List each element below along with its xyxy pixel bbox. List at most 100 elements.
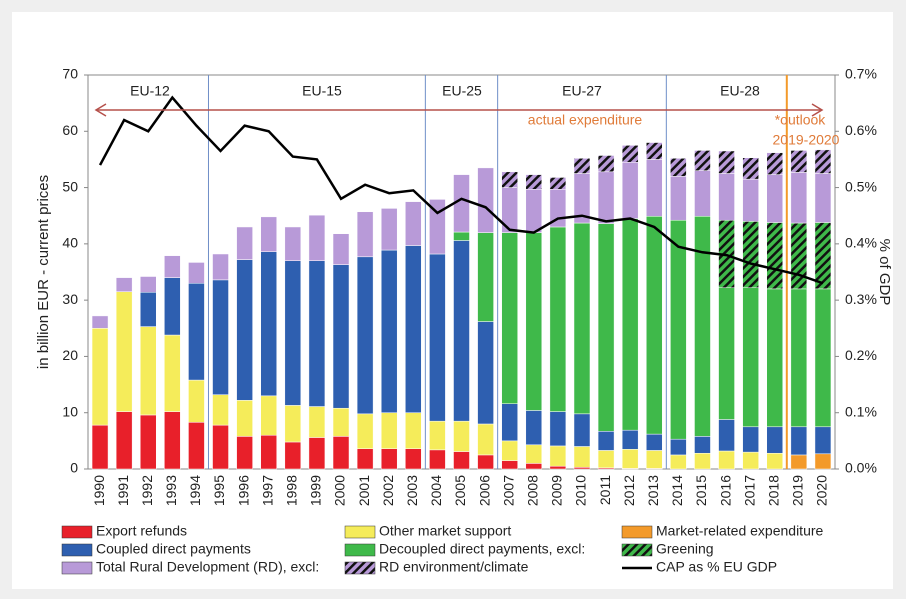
bar-segment (236, 259, 253, 401)
x-tick-label: 2007 (500, 475, 516, 506)
y2-tick-label: 0.2% (845, 347, 877, 363)
bar-segment (621, 145, 639, 163)
bar-segment (260, 434, 277, 470)
x-tick-label: 1993 (163, 475, 179, 506)
bar-segment (790, 454, 808, 470)
bar-segment (332, 436, 350, 470)
bar-segment (718, 419, 735, 452)
bar-segment (597, 431, 615, 451)
bar-segment (790, 150, 808, 173)
bar-segment (429, 449, 446, 470)
bar-segment (646, 433, 663, 451)
legend-label: Total Rural Development (RD), excl: (96, 559, 319, 575)
bar-segment (549, 445, 567, 467)
bar-segment (646, 450, 663, 469)
bar-segment (91, 424, 109, 470)
bar-segment (212, 253, 229, 281)
bar-segment (573, 413, 591, 447)
bar-segment (814, 173, 832, 223)
bar-segment (525, 232, 543, 411)
bar-segment (646, 142, 663, 160)
y-tick-label: 10 (62, 403, 78, 419)
bar-segment (115, 277, 133, 292)
bar-segment (236, 436, 253, 470)
bar-segment (164, 334, 181, 412)
x-tick-label: 1998 (284, 475, 300, 506)
x-tick-label: 2016 (717, 475, 733, 506)
x-tick-label: 2008 (524, 475, 540, 506)
bar-segment (212, 394, 229, 426)
bar-segment (670, 454, 687, 470)
legend-label: Decoupled direct payments, excl: (379, 541, 585, 557)
legend-swatch (61, 543, 93, 557)
y2-tick-label: 0.5% (845, 178, 877, 194)
bar-segment (260, 216, 277, 252)
y-tick-label: 60 (62, 122, 78, 138)
bar-segment (308, 260, 326, 407)
bar-segment (115, 291, 133, 412)
legend-swatch (61, 561, 93, 575)
bar-segment (139, 414, 157, 470)
bar-segment (380, 412, 398, 449)
bar-segment (164, 255, 181, 278)
bar-segment (814, 149, 832, 174)
bar-segment (766, 426, 784, 454)
bar-segment (308, 437, 326, 470)
bar-segment (766, 288, 784, 428)
bar-segment (139, 292, 157, 327)
bar-segment (766, 452, 784, 470)
bar-segment (332, 264, 350, 409)
legend-swatch (621, 543, 653, 557)
y-tick-label: 50 (62, 178, 78, 194)
bar-segment (188, 379, 205, 423)
bar-segment (597, 450, 615, 469)
bar-segment (573, 467, 591, 470)
bar-segment (332, 407, 350, 437)
bar-segment (284, 441, 302, 470)
bar-segment (332, 233, 350, 265)
bar-segment (405, 448, 422, 470)
legend-label: CAP as % EU GDP (656, 559, 777, 575)
bar-segment (356, 211, 374, 258)
bar-segment (188, 262, 205, 284)
bar-segment (308, 406, 326, 438)
y2-tick-label: 0.6% (845, 122, 877, 138)
x-tick-label: 2013 (645, 475, 661, 506)
x-tick-label: 2002 (380, 475, 396, 506)
bar-segment (91, 328, 109, 426)
bar-segment (188, 283, 205, 381)
x-tick-label: 1999 (308, 475, 324, 506)
annotation: actual expenditure (528, 112, 643, 128)
bar-segment (549, 226, 567, 412)
legend-label: RD environment/climate (379, 559, 529, 575)
bar-segment (188, 422, 205, 470)
bar-segment (429, 253, 446, 422)
bar-segment (284, 405, 302, 443)
bar-segment (405, 412, 422, 449)
y2-axis-label: % of GDP (876, 239, 893, 306)
x-tick-label: 1992 (139, 475, 155, 506)
bar-segment (501, 440, 518, 461)
y2-tick-label: 0.3% (845, 291, 877, 307)
x-tick-label: 2020 (814, 475, 830, 506)
bar-segment (814, 222, 832, 290)
bar-segment (501, 460, 518, 470)
bar-segment (477, 232, 494, 322)
bar-segment (525, 463, 543, 470)
x-tick-label: 2011 (597, 475, 613, 505)
bar-segment (742, 178, 759, 222)
legend-swatch (344, 525, 376, 539)
y-tick-label: 0 (70, 460, 78, 476)
bar-segment (525, 174, 543, 190)
bar-segment (453, 231, 470, 241)
bar-segment (212, 279, 229, 395)
x-tick-label: 2006 (476, 475, 492, 506)
bar-segment (501, 403, 518, 442)
y-tick-label: 70 (62, 66, 78, 82)
bar-segment (284, 226, 302, 261)
bar-segment (453, 451, 470, 470)
bar-segment (549, 177, 567, 190)
bar-segment (139, 276, 157, 293)
